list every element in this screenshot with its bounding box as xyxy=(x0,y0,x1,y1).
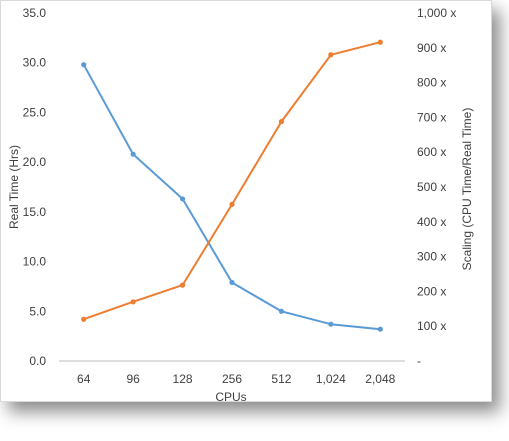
x-axis-title: CPUs xyxy=(215,390,246,404)
x-tick-label: 2,048 xyxy=(365,372,395,386)
x-tick-label: 512 xyxy=(271,372,291,386)
series-1-point xyxy=(328,321,334,327)
right-y-axis-ticks: - 100 x 200 x 300 x 400 x 500 x 600 x 700 x 800 … xyxy=(417,6,456,368)
series-2-point xyxy=(229,201,235,207)
x-tick-label: 128 xyxy=(173,372,193,386)
left-y-tick-label: 10.0 xyxy=(23,255,47,269)
right-y-tick-label: - xyxy=(417,354,421,368)
right-y-tick-label: 700 x xyxy=(417,110,446,124)
left-y-axis-title: Real Time (Hrs) xyxy=(7,145,21,229)
series-1-point xyxy=(81,62,87,68)
series-1-point xyxy=(229,279,235,286)
series-2-point xyxy=(278,118,285,125)
left-y-tick-label: 0.0 xyxy=(29,354,46,368)
series-2-point xyxy=(328,52,334,58)
series-2-point xyxy=(130,299,136,305)
series-line-1 xyxy=(82,64,381,331)
series-1-point xyxy=(130,151,136,157)
left-y-axis-ticks: 0.0 5.0 10.0 15.0 20.0 25.0 30.0 35.0 xyxy=(23,6,47,368)
series-1-point xyxy=(377,326,383,332)
series-1-point xyxy=(278,308,285,314)
left-y-tick-label: 20.0 xyxy=(23,155,47,169)
right-y-tick-label: 500 x xyxy=(417,180,446,194)
x-tick-label: 96 xyxy=(126,372,140,386)
right-y-tick-label: 600 x xyxy=(417,145,446,159)
right-y-axis-title: Scaling (CPU Time/Real Time) xyxy=(460,108,474,271)
left-y-tick-label: 15.0 xyxy=(23,205,47,219)
series-line-2 xyxy=(83,41,381,321)
right-y-tick-label: 800 x xyxy=(417,76,446,90)
left-y-tick-label: 30.0 xyxy=(23,56,47,70)
right-y-tick-label: 300 x xyxy=(417,250,446,264)
x-axis-ticks: 64 96 128 256 512 1,024 2,048 xyxy=(77,372,396,386)
right-y-tick-label: 400 x xyxy=(417,215,446,229)
series-2-point xyxy=(377,39,383,45)
right-y-tick-label: 1,000 x xyxy=(417,6,456,20)
right-y-tick-label: 200 x xyxy=(417,284,446,298)
x-tick-label: 64 xyxy=(77,372,91,386)
x-tick-label: 1,024 xyxy=(316,372,346,386)
series-1-point xyxy=(179,196,186,202)
right-y-tick-label: 900 x xyxy=(417,41,446,55)
chart-frame: 0.0 5.0 10.0 15.0 20.0 25.0 30.0 35.0 - 100 x 200… xyxy=(0,0,492,404)
series-layer xyxy=(81,39,383,332)
x-tick-label: 256 xyxy=(222,372,242,386)
series-2-point xyxy=(179,282,186,288)
left-y-tick-label: 25.0 xyxy=(23,105,47,119)
left-y-tick-label: 35.0 xyxy=(23,6,47,20)
left-y-tick-label: 5.0 xyxy=(29,304,46,318)
series-2-point xyxy=(81,316,87,322)
right-y-tick-label: 100 x xyxy=(417,319,446,333)
